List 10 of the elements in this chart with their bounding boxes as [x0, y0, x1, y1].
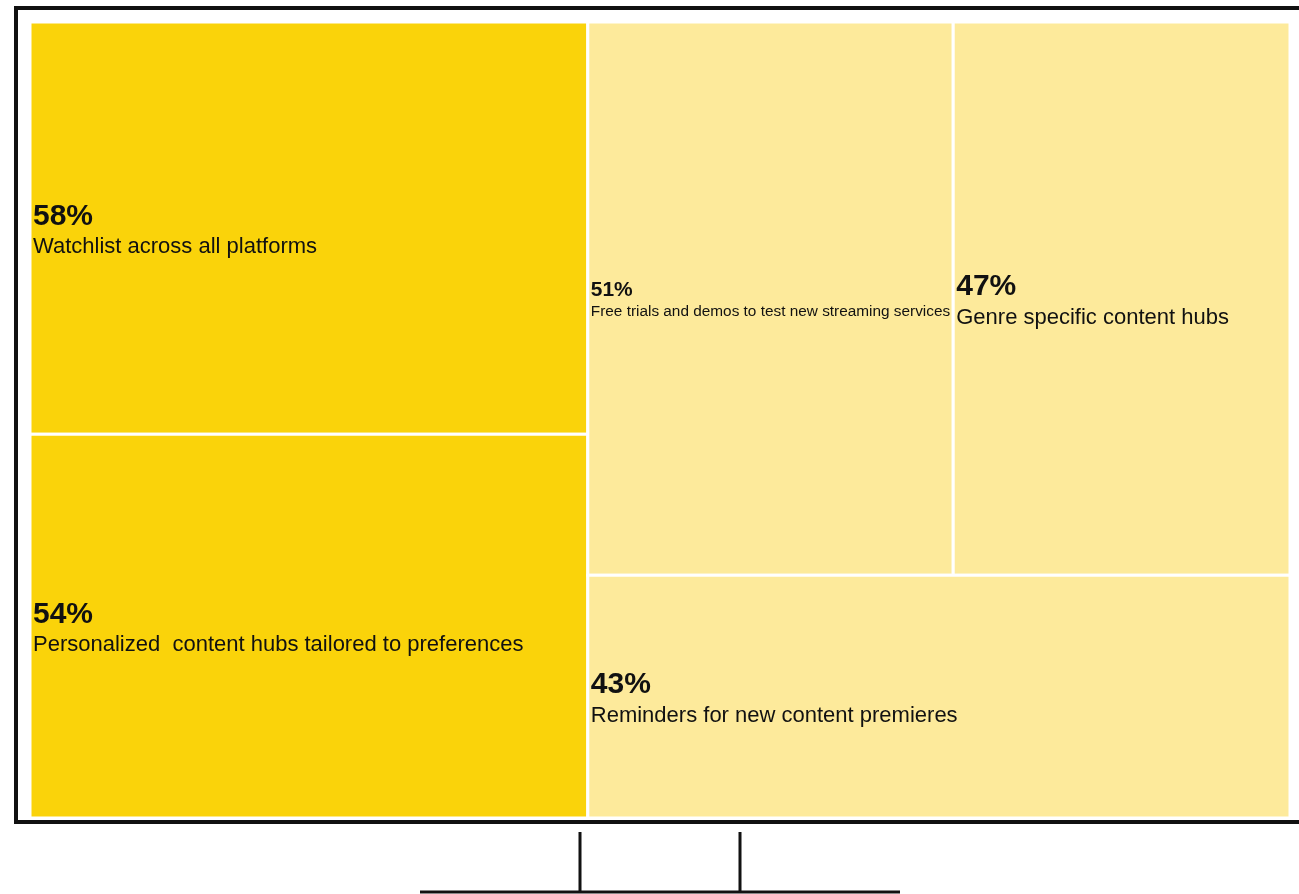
- data-label: 47%: [956, 268, 1017, 302]
- category-label: Genre specific content hubs: [956, 303, 1229, 329]
- data-label: 58%: [33, 197, 94, 231]
- data-label: 51%: [590, 277, 634, 301]
- category-label: Watchlist across all platforms: [33, 233, 318, 259]
- category-label: Reminders for new content premieres: [590, 701, 958, 727]
- data-label: 54%: [33, 595, 94, 629]
- category-label: Personalized content hubs tailored to preferences: [33, 631, 524, 657]
- data-label: 43%: [590, 666, 651, 700]
- category-label: Free trials and demos to test new streaming services: [590, 302, 951, 320]
